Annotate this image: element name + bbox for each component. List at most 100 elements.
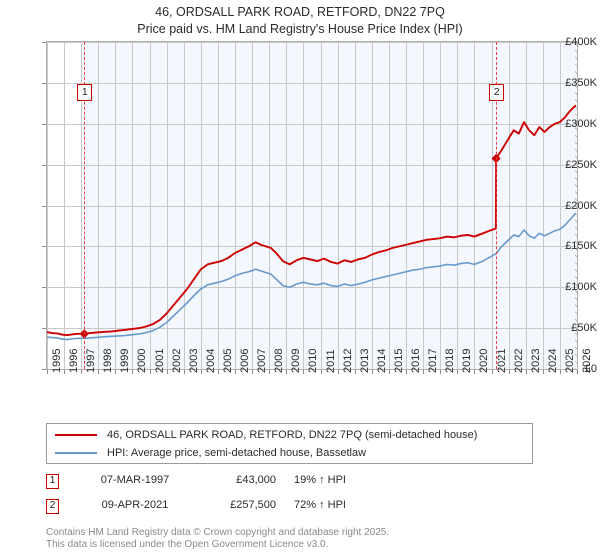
gridline-horizontal bbox=[47, 42, 577, 43]
gridline-horizontal bbox=[47, 123, 577, 125]
x-axis-label: 2025 bbox=[563, 348, 576, 373]
x-axis-label: 2011 bbox=[324, 349, 337, 373]
transaction-table: 1 07-MAR-1997 £43,000 19% ↑ HPI 2 09-APR… bbox=[46, 472, 386, 522]
x-axis-label: 2012 bbox=[341, 348, 354, 373]
x-axis-tick bbox=[47, 370, 48, 374]
y-axis-label: £300K bbox=[565, 117, 597, 130]
x-axis-label: 2015 bbox=[392, 348, 405, 373]
y-axis-tick bbox=[42, 42, 46, 43]
x-axis-tick bbox=[508, 370, 510, 374]
x-axis-label: 2014 bbox=[375, 348, 388, 373]
x-axis-tick bbox=[388, 370, 390, 374]
footer-attribution: Contains HM Land Registry data © Crown c… bbox=[46, 527, 586, 551]
y-axis-tick bbox=[42, 328, 46, 330]
legend-color-swatch-property bbox=[55, 434, 97, 436]
x-axis-label: 2008 bbox=[273, 348, 286, 373]
x-axis-tick bbox=[371, 370, 373, 374]
y-axis-label: £100K bbox=[565, 281, 597, 294]
chart-legend: 46, ORDSALL PARK ROAD, RETFORD, DN22 7PQ… bbox=[46, 423, 533, 464]
x-axis-label: 2003 bbox=[187, 348, 200, 373]
x-axis-label: 1997 bbox=[85, 348, 98, 373]
gridline-horizontal bbox=[47, 164, 577, 166]
x-axis-tick bbox=[286, 370, 288, 374]
x-axis-label: 2018 bbox=[444, 348, 457, 373]
transaction-price-2: £257,500 bbox=[230, 499, 276, 511]
transaction-price-1: £43,000 bbox=[236, 474, 276, 486]
y-axis-tick bbox=[42, 123, 46, 125]
series-line-property bbox=[47, 106, 575, 335]
y-axis-tick bbox=[42, 164, 46, 166]
x-axis-label: 2016 bbox=[410, 348, 423, 373]
x-axis-label: 2020 bbox=[478, 348, 491, 373]
transaction-date-1: 07-MAR-1997 bbox=[100, 474, 170, 486]
x-axis-label: 2023 bbox=[529, 348, 542, 373]
x-axis-label: 2006 bbox=[239, 348, 252, 373]
gridline-horizontal bbox=[47, 205, 577, 207]
x-axis-label: 2004 bbox=[204, 348, 217, 373]
transaction-date-2: 09-APR-2021 bbox=[101, 499, 169, 511]
x-axis-label: 1995 bbox=[51, 348, 63, 373]
gridline-horizontal bbox=[47, 287, 577, 289]
x-axis-tick bbox=[81, 370, 83, 374]
event-dashed-line-1 bbox=[84, 42, 86, 369]
page-title: 46, ORDSALL PARK ROAD, RETFORD, DN22 7PQ… bbox=[0, 4, 600, 38]
chart-event-flag-1: 1 bbox=[77, 84, 93, 101]
x-axis-label: 2007 bbox=[256, 348, 269, 373]
x-axis-tick bbox=[183, 370, 185, 374]
x-axis-tick bbox=[354, 370, 356, 374]
y-axis-label: £400K bbox=[565, 36, 597, 48]
x-axis-tick bbox=[98, 370, 100, 374]
x-axis-label: 1999 bbox=[119, 348, 132, 373]
x-axis-tick bbox=[423, 370, 425, 374]
x-axis-tick bbox=[320, 370, 322, 374]
x-axis-label: 2026 bbox=[581, 348, 593, 373]
x-axis-label: 2013 bbox=[358, 348, 371, 373]
x-axis-tick bbox=[149, 370, 151, 374]
x-axis-tick bbox=[491, 370, 493, 374]
y-axis-label: £0 bbox=[584, 363, 597, 375]
gridline-horizontal bbox=[47, 246, 577, 248]
legend-color-swatch-hpi bbox=[55, 452, 97, 454]
x-axis-tick bbox=[132, 370, 134, 374]
table-row: 1 07-MAR-1997 £43,000 19% ↑ HPI bbox=[46, 472, 386, 497]
x-axis-label: 2017 bbox=[427, 348, 440, 373]
x-axis-tick bbox=[166, 370, 168, 374]
x-axis-tick bbox=[235, 370, 237, 374]
x-axis-label: 2009 bbox=[290, 348, 303, 373]
legend-label-hpi: HPI: Average price, semi-detached house,… bbox=[107, 447, 367, 459]
x-axis-tick bbox=[217, 370, 219, 374]
y-axis-tick bbox=[42, 246, 46, 248]
x-axis-tick bbox=[269, 370, 271, 374]
x-axis-tick bbox=[303, 370, 305, 374]
x-axis-label: 1998 bbox=[102, 348, 115, 373]
gridline-horizontal bbox=[47, 82, 577, 84]
transaction-marker-badge-1: 1 bbox=[46, 474, 59, 489]
x-axis-tick bbox=[115, 370, 117, 374]
footer-copyright-line: Contains HM Land Registry data © Crown c… bbox=[46, 527, 390, 538]
y-axis-label: £350K bbox=[565, 76, 597, 89]
y-axis-label: £200K bbox=[565, 199, 597, 212]
x-axis-tick bbox=[474, 370, 476, 374]
x-axis-label: 2022 bbox=[512, 348, 525, 373]
table-row: 2 09-APR-2021 £257,500 72% ↑ HPI bbox=[46, 497, 386, 522]
footer-licence-line: This data is licensed under the Open Gov… bbox=[46, 539, 329, 550]
x-axis-label: 2021 bbox=[495, 348, 508, 373]
x-axis-label: 2001 bbox=[153, 348, 166, 373]
transaction-marker-badge-2: 2 bbox=[46, 499, 59, 514]
y-axis-label: £150K bbox=[565, 240, 597, 253]
x-axis-tick bbox=[64, 370, 66, 374]
x-axis-tick bbox=[337, 370, 339, 374]
x-axis-tick bbox=[577, 370, 578, 374]
x-axis-tick bbox=[406, 370, 408, 374]
transaction-hpi-delta-1: 19% ↑ HPI bbox=[294, 474, 346, 486]
x-axis-tick bbox=[457, 370, 459, 374]
x-axis-tick bbox=[440, 370, 442, 374]
x-axis-tick bbox=[542, 370, 544, 374]
x-axis-label: 2019 bbox=[461, 348, 474, 373]
series-line-hpi bbox=[47, 214, 575, 340]
event-dashed-line-2 bbox=[496, 42, 498, 369]
y-axis-label: £250K bbox=[565, 158, 597, 171]
legend-item-hpi: HPI: Average price, semi-detached house,… bbox=[55, 444, 366, 462]
x-axis-label: 2024 bbox=[546, 348, 559, 373]
